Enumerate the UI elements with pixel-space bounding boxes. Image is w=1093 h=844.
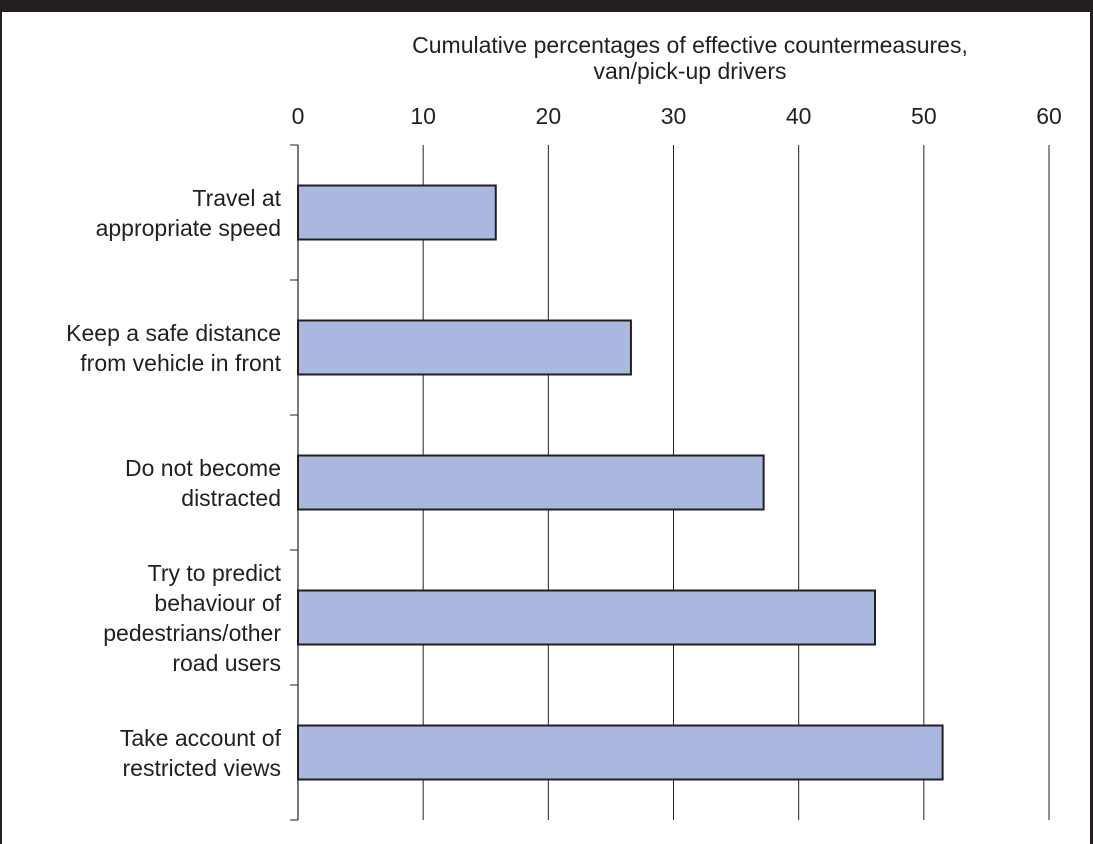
category-label-line: appropriate speed xyxy=(95,214,281,241)
x-tick-label-40: 40 xyxy=(786,103,812,129)
category-label-line: distracted xyxy=(181,484,281,511)
x-tick-label-20: 20 xyxy=(536,103,562,129)
category-label-line: Take account of xyxy=(119,724,281,751)
category-label-line: road users xyxy=(172,649,281,676)
category-label-line: Keep a safe distance xyxy=(66,319,281,346)
bar-0 xyxy=(297,184,497,241)
category-label-0: Travel at appropriate speed xyxy=(0,183,281,243)
x-tick-label-60: 60 xyxy=(1036,103,1062,129)
category-label-3: Try to predict behaviour of pedestrians/ot… xyxy=(0,558,281,678)
category-label-line: from vehicle in front xyxy=(80,349,281,376)
x-tick-label-30: 30 xyxy=(661,103,687,129)
category-label-line: Travel at xyxy=(192,184,281,211)
category-label-line: Try to predict xyxy=(147,559,281,586)
category-label-2: Do not become distracted xyxy=(0,453,281,513)
bar-2 xyxy=(297,454,765,511)
left-frame-border xyxy=(0,0,2,844)
top-frame-bar xyxy=(0,0,1093,12)
x-tick-label-10: 10 xyxy=(410,103,436,129)
bar-4 xyxy=(297,724,944,781)
right-frame-border xyxy=(1090,0,1093,844)
x-tick-label-0: 0 xyxy=(292,103,305,129)
category-label-line: Do not become xyxy=(125,454,281,481)
category-label-line: behaviour of xyxy=(154,589,281,616)
category-label-line: restricted views xyxy=(122,754,281,781)
bar-3 xyxy=(297,589,877,646)
chart-title-line-1: Cumulative percentages of effective coun… xyxy=(412,32,968,58)
category-label-line: pedestrians/other xyxy=(103,619,281,646)
x-tick-label-50: 50 xyxy=(911,103,937,129)
category-label-4: Take account of restricted views xyxy=(0,723,281,783)
category-label-1: Keep a safe distance from vehicle in fron… xyxy=(0,318,281,378)
chart-title-line-2: van/pick-up drivers xyxy=(593,58,787,84)
bar-1 xyxy=(297,319,632,376)
